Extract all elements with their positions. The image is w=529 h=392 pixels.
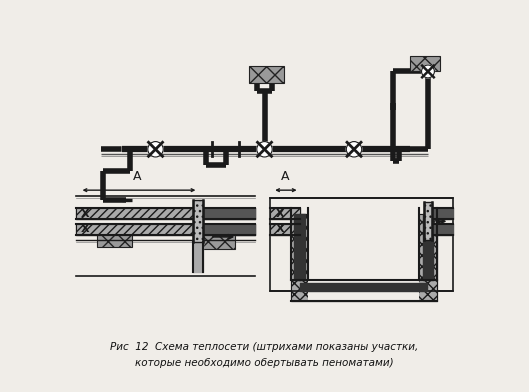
Bar bbox=[291, 214, 308, 279]
Text: X: X bbox=[81, 224, 90, 234]
Text: A: A bbox=[133, 170, 141, 183]
Bar bbox=[200, 231, 235, 249]
Bar bbox=[308, 214, 419, 301]
Text: A: A bbox=[281, 170, 289, 183]
Bar bbox=[76, 208, 198, 219]
Text: X: X bbox=[276, 224, 285, 234]
Text: X: X bbox=[81, 209, 90, 218]
Bar bbox=[249, 65, 284, 83]
Bar bbox=[270, 208, 299, 219]
Bar bbox=[270, 198, 453, 291]
Bar bbox=[419, 214, 436, 279]
Bar bbox=[194, 200, 203, 242]
Bar bbox=[97, 229, 132, 247]
Bar bbox=[291, 279, 436, 301]
Bar bbox=[76, 223, 198, 234]
Circle shape bbox=[257, 142, 272, 157]
Bar bbox=[411, 56, 440, 71]
Bar bbox=[270, 223, 299, 234]
Text: Рис  12  Схема теплосети (штрихами показаны участки,: Рис 12 Схема теплосети (штрихами показан… bbox=[111, 342, 418, 352]
Text: X: X bbox=[276, 209, 285, 218]
Text: которые необходимо обертывать пеноматами): которые необходимо обертывать пеноматами… bbox=[135, 358, 394, 368]
Circle shape bbox=[422, 65, 434, 78]
Circle shape bbox=[148, 142, 163, 157]
Circle shape bbox=[346, 142, 362, 157]
Bar bbox=[424, 202, 432, 240]
